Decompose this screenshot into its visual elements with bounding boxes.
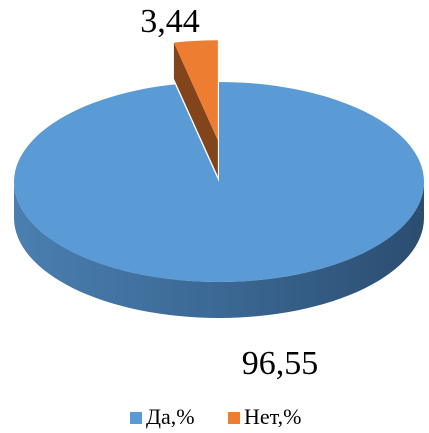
pie [13,40,425,318]
slice [173,40,218,141]
legend-label: Нет,% [244,404,301,429]
slice-side [14,182,424,318]
value-label: 96,55 [242,345,319,382]
slice [13,82,425,282]
slice-edge [173,42,218,177]
value-label: 3,44 [140,3,200,40]
legend-swatch [228,412,240,424]
legend-label: Да,% [146,404,195,429]
legend: Да,% Нет,% [130,404,301,429]
legend-swatch [130,412,142,424]
